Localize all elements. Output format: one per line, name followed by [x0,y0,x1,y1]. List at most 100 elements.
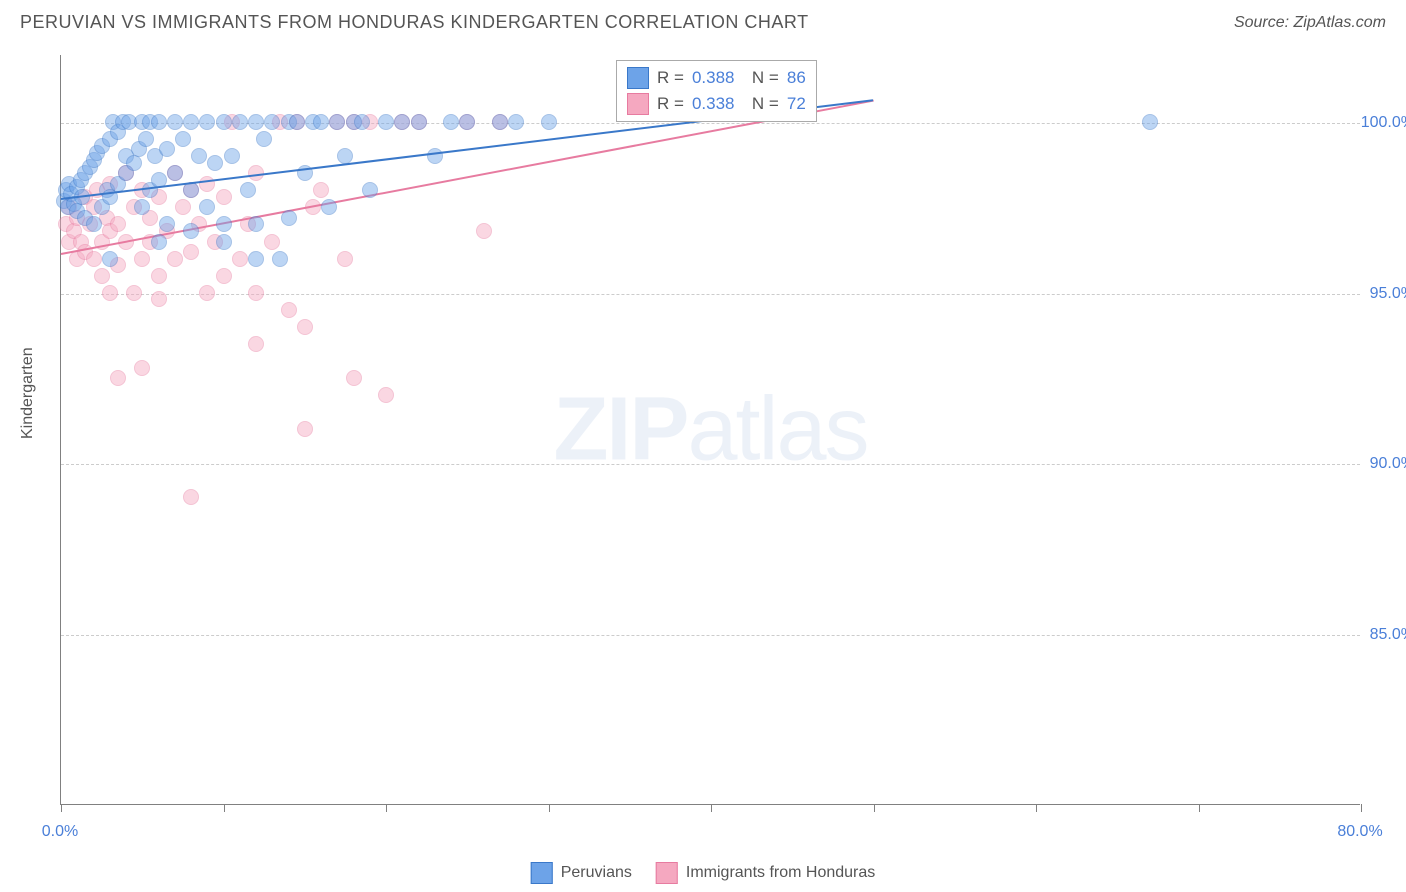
scatter-point [224,148,240,164]
chart-title: PERUVIAN VS IMMIGRANTS FROM HONDURAS KIN… [20,12,809,33]
x-tick [61,804,62,812]
scatter-point [216,189,232,205]
scatter-point [289,114,305,130]
legend-r-value: 0.338 [692,94,735,114]
scatter-point [354,114,370,130]
scatter-point [232,251,248,267]
legend-r-label: R = [657,94,684,114]
x-tick-label: 80.0% [1337,823,1382,841]
x-tick [874,804,875,812]
scatter-point [216,216,232,232]
scatter-point [199,199,215,215]
scatter-point [256,131,272,147]
scatter-point [151,291,167,307]
scatter-point [86,251,102,267]
scatter-point [94,268,110,284]
x-tick [224,804,225,812]
legend-n-label: N = [742,94,778,114]
chart-plot-area: ZIPatlas R =0.388 N =86R =0.338 N =72 85… [60,55,1360,805]
x-tick [549,804,550,812]
scatter-point [207,155,223,171]
scatter-point [134,251,150,267]
legend-item-honduras: Immigrants from Honduras [656,862,875,884]
scatter-point [183,223,199,239]
gridline [61,635,1360,636]
scatter-point [508,114,524,130]
legend-n-label: N = [742,68,778,88]
scatter-point [346,370,362,386]
legend-row: R = 0.338 N = 72 [627,91,806,117]
legend-swatch-icon [627,67,649,89]
scatter-point [199,285,215,301]
scatter-point [216,234,232,250]
legend-r-label: R = [657,68,684,88]
legend-item-peruvians: Peruvians [531,862,632,884]
scatter-point [427,148,443,164]
gridline [61,464,1360,465]
scatter-point [151,114,167,130]
scatter-point [167,251,183,267]
correlation-legend: R = 0.388 N = 86 R = 0.338 N = 72 [616,60,817,122]
scatter-point [321,199,337,215]
legend-r-value: 0.388 [692,68,735,88]
scatter-point [394,114,410,130]
x-tick [1199,804,1200,812]
x-tick-label: 0.0% [42,823,78,841]
scatter-point [138,131,154,147]
scatter-point [134,199,150,215]
scatter-point [362,182,378,198]
series-legend: Peruvians Immigrants from Honduras [531,862,876,884]
scatter-point [459,114,475,130]
watermark: ZIPatlas [553,378,867,481]
legend-n-value: 86 [787,68,806,88]
scatter-point [378,114,394,130]
scatter-point [313,114,329,130]
legend-swatch-blue [531,862,553,884]
scatter-point [281,210,297,226]
scatter-point [492,114,508,130]
y-axis-label: Kindergarten [19,347,37,439]
scatter-point [297,421,313,437]
scatter-point [110,216,126,232]
scatter-point [126,285,142,301]
scatter-point [183,489,199,505]
x-tick [386,804,387,812]
scatter-point [476,223,492,239]
scatter-point [102,251,118,267]
y-tick-label: 90.0% [1370,455,1406,473]
x-tick [711,804,712,812]
y-tick-label: 85.0% [1370,626,1406,644]
scatter-point [159,216,175,232]
scatter-point [167,165,183,181]
scatter-point [248,251,264,267]
scatter-point [281,302,297,318]
scatter-point [151,234,167,250]
scatter-point [191,148,207,164]
y-tick-label: 100.0% [1361,114,1406,132]
scatter-point [126,155,142,171]
scatter-point [199,114,215,130]
scatter-point [183,244,199,260]
legend-n-value: 72 [787,94,806,114]
scatter-point [216,268,232,284]
y-tick-label: 95.0% [1370,285,1406,303]
scatter-point [297,319,313,335]
legend-swatch-icon [627,93,649,115]
scatter-point [199,176,215,192]
scatter-point [240,182,256,198]
scatter-point [1142,114,1158,130]
scatter-point [232,114,248,130]
scatter-point [175,131,191,147]
legend-label: Peruvians [561,864,632,882]
scatter-point [378,387,394,403]
scatter-point [411,114,427,130]
scatter-point [329,114,345,130]
scatter-point [167,114,183,130]
scatter-point [248,285,264,301]
x-tick [1361,804,1362,812]
scatter-point [248,216,264,232]
legend-swatch-pink [656,862,678,884]
scatter-point [86,216,102,232]
legend-row: R = 0.388 N = 86 [627,65,806,91]
scatter-point [337,251,353,267]
